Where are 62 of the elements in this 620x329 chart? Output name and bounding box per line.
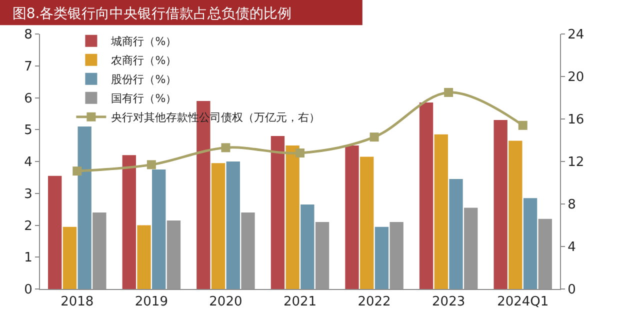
- y2-tick-label: 20: [568, 70, 584, 86]
- point: [296, 148, 304, 158]
- bar: [390, 222, 404, 289]
- bar: [62, 226, 77, 289]
- bar: [508, 140, 522, 289]
- bar: [360, 156, 374, 289]
- bar: [226, 162, 240, 289]
- y-tick-label: 6: [24, 91, 32, 106]
- x-tick-label: 2024Q1: [497, 294, 549, 310]
- bar: [374, 226, 389, 289]
- bar: [78, 126, 92, 289]
- y-tick-label: 0: [24, 282, 32, 298]
- y-tick-label: 4: [24, 155, 32, 170]
- point: [72, 166, 82, 176]
- x-tick-label: 2021: [283, 294, 317, 310]
- y-tick-label: 2: [24, 218, 32, 234]
- bar: [449, 179, 463, 289]
- legend-label: 城商行（%）: [110, 35, 177, 48]
- bar: [152, 169, 166, 289]
- bar: [538, 218, 552, 289]
- bar: [270, 136, 285, 289]
- point: [444, 88, 454, 97]
- bar: [286, 146, 300, 289]
- legend-label: 国有行（%）: [111, 92, 177, 106]
- bar: [300, 204, 314, 289]
- y-tick-label: 1: [24, 250, 32, 266]
- x-tick-label: 2022: [358, 294, 391, 310]
- y-tick-label: 8: [24, 28, 32, 43]
- x-tick-label: 2018: [60, 294, 94, 310]
- y-tick-label: 3: [24, 186, 32, 202]
- bar: [494, 120, 508, 289]
- point: [146, 160, 156, 170]
- bar: [345, 146, 359, 289]
- bar: [166, 220, 181, 289]
- bar: [211, 163, 226, 289]
- bar: [241, 212, 255, 289]
- bar: [434, 134, 448, 289]
- y2-tick-label: 0: [568, 282, 576, 298]
- y2-tick-label: 4: [568, 240, 576, 256]
- y2-tick-label: 24: [568, 28, 584, 43]
- chart-title: 图8.各类银行向中央银行借款占总负债的比例: [12, 6, 292, 22]
- y2-tick-label: 8: [568, 198, 576, 213]
- x-tick-label: 2020: [209, 294, 242, 310]
- legend-label: 农商行（%）: [111, 54, 177, 68]
- bar: [419, 102, 434, 289]
- point: [370, 132, 379, 142]
- x-tick-label: 2019: [134, 294, 168, 310]
- y2-tick-label: 16: [568, 112, 584, 128]
- bar: [523, 198, 538, 289]
- y2-tick-label: 12: [568, 155, 584, 170]
- point: [221, 143, 230, 152]
- y-tick-label: 7: [24, 59, 32, 74]
- bar: [137, 225, 151, 289]
- x-tick-label: 2023: [432, 294, 466, 310]
- point: [518, 120, 528, 130]
- legend-label: 股份行（%）: [111, 73, 177, 86]
- bar: [48, 176, 62, 289]
- bar: [92, 212, 106, 289]
- bar: [122, 155, 136, 289]
- bar: [315, 222, 330, 289]
- y-tick-label: 5: [24, 123, 32, 138]
- bar: [464, 208, 478, 289]
